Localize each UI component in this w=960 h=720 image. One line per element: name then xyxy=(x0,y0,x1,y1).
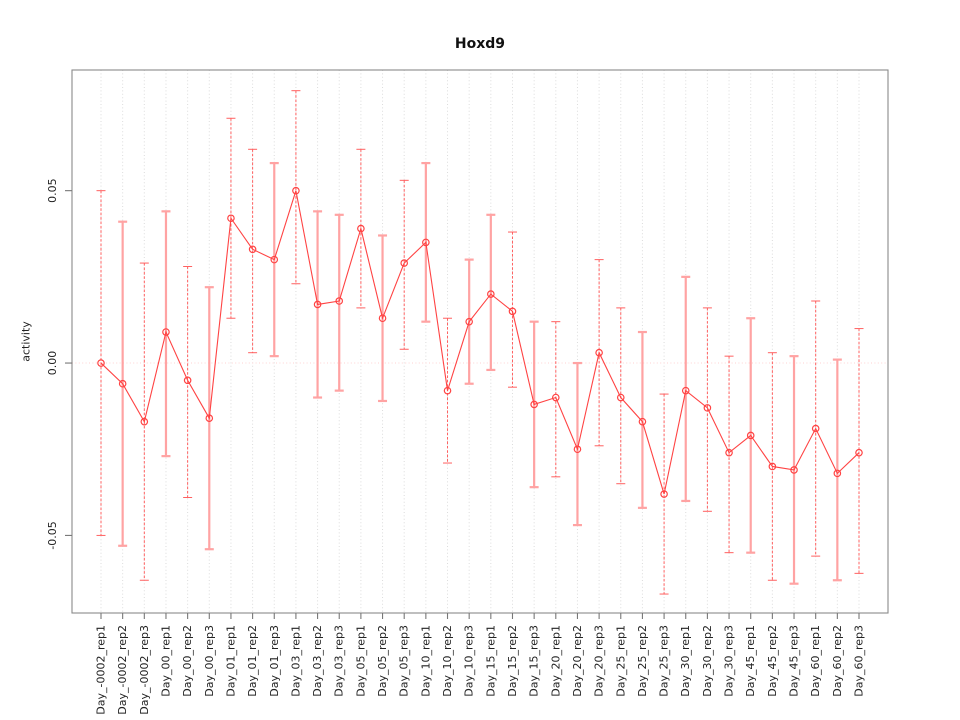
data-point xyxy=(205,414,214,423)
plot-box xyxy=(71,69,889,614)
data-point xyxy=(681,386,690,395)
data-point xyxy=(335,297,344,305)
data-point xyxy=(703,404,712,412)
x-tick-label: Day_01_rep3 xyxy=(268,625,281,697)
data-point xyxy=(725,448,733,457)
data-point xyxy=(768,462,777,471)
data-point xyxy=(443,386,452,395)
x-tick-label: Day_25_rep1 xyxy=(614,625,627,697)
data-point xyxy=(248,245,257,254)
data-point xyxy=(400,259,409,267)
data-point xyxy=(227,214,235,223)
x-tick-label: Day_60_rep2 xyxy=(831,625,844,697)
x-tick-label: Day_05_rep3 xyxy=(398,625,411,697)
data-point xyxy=(573,445,582,454)
y-tick-label: 0.00 xyxy=(46,351,59,376)
x-tick-label: Day_20_rep3 xyxy=(593,625,606,697)
x-tick-label: Day_30_rep2 xyxy=(701,625,714,697)
x-tick-label: Day_45_rep1 xyxy=(744,625,757,697)
x-tick-label: Day_60_rep3 xyxy=(853,625,866,697)
x-tick-label: Day_00_rep3 xyxy=(203,625,216,697)
data-point xyxy=(616,393,625,402)
x-tick-label: Day_03_rep2 xyxy=(311,625,324,697)
data-point xyxy=(638,417,647,426)
x-tick-label: Day_10_rep3 xyxy=(463,625,476,697)
series-line xyxy=(100,190,860,495)
x-tick-label: Day_10_rep2 xyxy=(441,625,454,697)
x-tick-label: Day_15_rep2 xyxy=(506,625,519,697)
x-tick-label: Day_01_rep2 xyxy=(246,625,259,697)
data-point xyxy=(508,307,517,316)
x-tick-label: Day_30_rep1 xyxy=(679,625,692,697)
data-point xyxy=(140,417,149,426)
data-point xyxy=(487,290,495,298)
data-point xyxy=(378,314,387,323)
x-tick-label: Day_45_rep3 xyxy=(788,625,801,697)
data-point xyxy=(855,448,863,457)
y-tick-label: -0.05 xyxy=(46,521,59,549)
data-point xyxy=(292,186,300,195)
x-tick-label: Day_20_rep2 xyxy=(571,625,584,697)
x-tick-label: Day_25_rep3 xyxy=(658,625,671,697)
data-point xyxy=(422,238,430,247)
x-tick-label: Day_30_rep3 xyxy=(723,625,736,697)
chart-title: Hoxd9 xyxy=(454,36,506,52)
x-tick-label: Day_45_rep2 xyxy=(766,625,779,697)
data-point xyxy=(313,300,322,309)
x-tick-label: Day_15_rep3 xyxy=(528,625,541,697)
y-tick-label: 0.05 xyxy=(46,178,59,203)
x-tick-label: Day_-0002_rep3 xyxy=(138,625,151,715)
x-tick-label: Day_15_rep1 xyxy=(484,625,497,697)
data-point xyxy=(465,317,473,326)
data-point xyxy=(162,328,170,336)
data-point xyxy=(551,393,560,402)
x-tick-label: Day_00_rep1 xyxy=(159,625,172,697)
x-tick-label: Day_03_rep3 xyxy=(333,625,346,697)
data-point xyxy=(833,469,842,478)
data-point xyxy=(183,376,192,385)
data-point xyxy=(530,400,538,409)
x-tick-label: Day_05_rep2 xyxy=(376,625,389,697)
data-point xyxy=(97,359,105,367)
data-point xyxy=(660,490,668,498)
x-tick-label: Day_00_rep2 xyxy=(181,625,194,697)
data-point xyxy=(270,255,279,264)
data-point xyxy=(746,431,755,440)
data-point xyxy=(811,424,820,433)
x-tick-label: Day_-0002_rep1 xyxy=(95,625,108,715)
x-tick-label: Day_20_rep1 xyxy=(549,625,562,697)
x-tick-label: Day_03_rep1 xyxy=(289,625,302,697)
data-point xyxy=(357,224,365,233)
x-tick-label: Day_60_rep1 xyxy=(809,625,822,697)
x-tick-label: Day_25_rep2 xyxy=(636,625,649,697)
data-point xyxy=(790,466,798,474)
x-tick-label: Day_05_rep1 xyxy=(354,625,367,697)
x-tick-label: Day_01_rep1 xyxy=(224,625,237,697)
data-point xyxy=(595,348,603,357)
x-tick-label: Day_-0002_rep2 xyxy=(116,625,129,715)
data-point xyxy=(118,379,127,388)
x-tick-label: Day_10_rep1 xyxy=(419,625,432,697)
